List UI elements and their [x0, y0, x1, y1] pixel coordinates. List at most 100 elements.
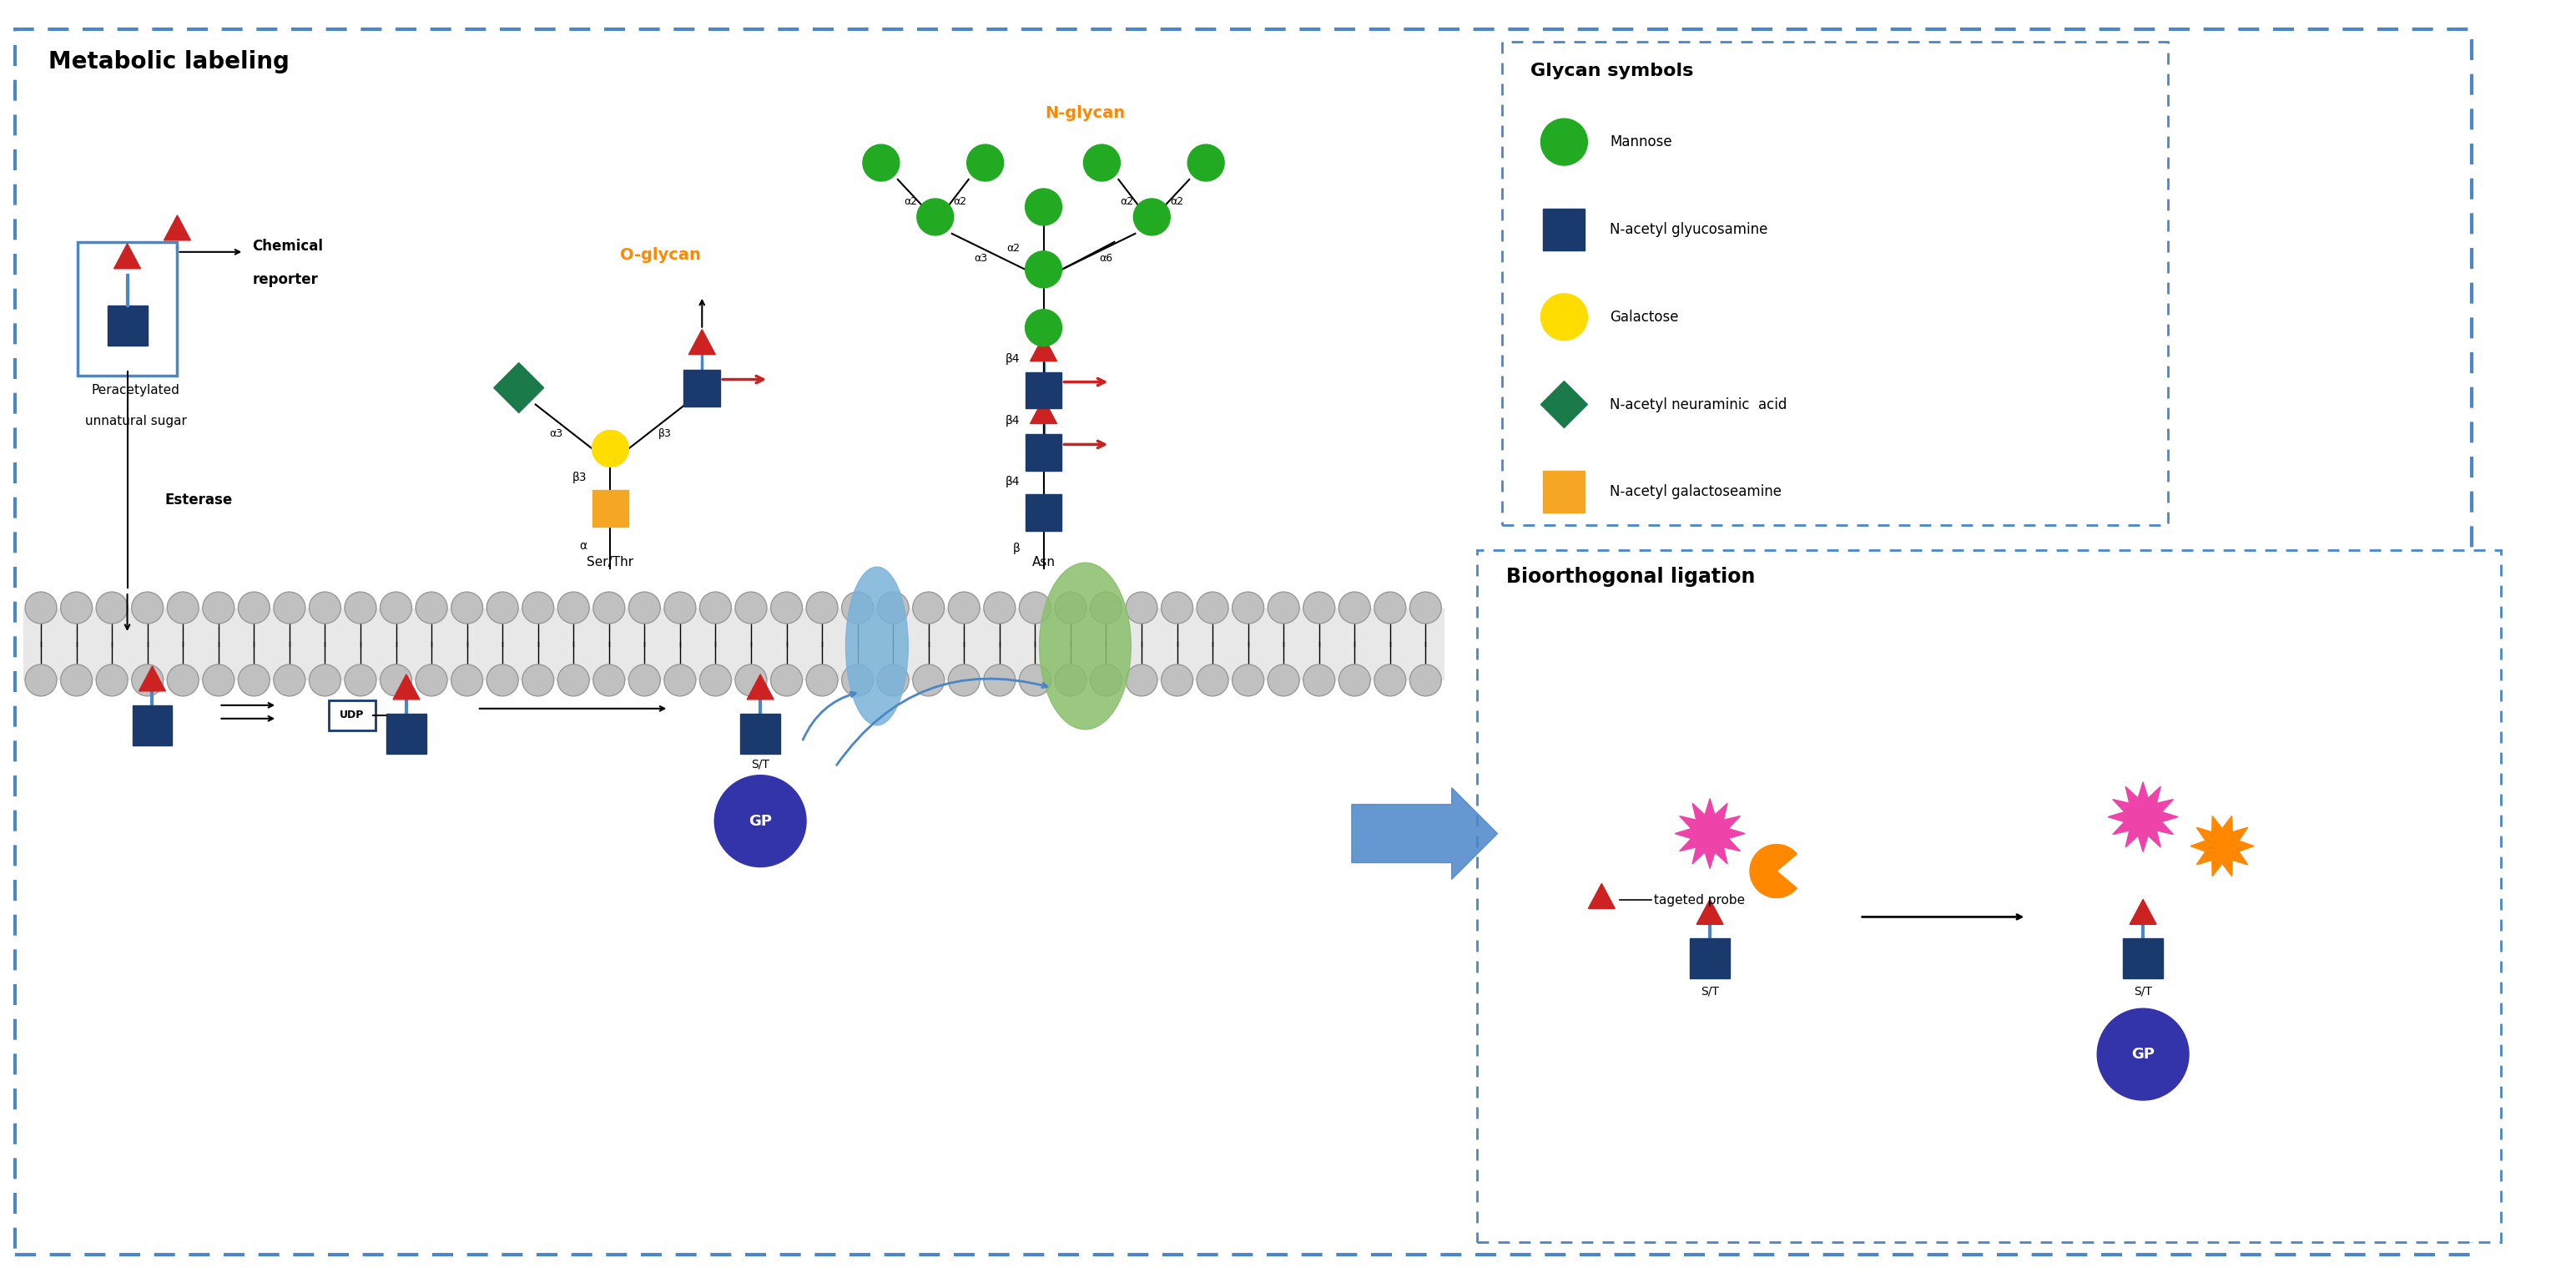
FancyBboxPatch shape — [330, 700, 376, 730]
Text: β: β — [1012, 543, 1020, 554]
Polygon shape — [747, 675, 773, 700]
Text: Esterase: Esterase — [165, 493, 232, 507]
Text: Galactose: Galactose — [1610, 309, 1680, 325]
Bar — [1690, 938, 1731, 979]
Circle shape — [842, 664, 873, 696]
Circle shape — [701, 664, 732, 696]
Circle shape — [806, 664, 837, 696]
Bar — [1025, 495, 1061, 531]
Circle shape — [629, 664, 659, 696]
Circle shape — [309, 592, 340, 624]
Circle shape — [273, 664, 307, 696]
Circle shape — [1303, 592, 1334, 624]
Polygon shape — [2190, 815, 2254, 876]
Circle shape — [1198, 664, 1229, 696]
Text: Bioorthogonal ligation: Bioorthogonal ligation — [1507, 567, 1754, 587]
Circle shape — [1126, 592, 1157, 624]
FancyBboxPatch shape — [1476, 550, 2501, 1241]
Polygon shape — [2130, 899, 2156, 924]
Circle shape — [878, 664, 909, 696]
Bar — [386, 714, 425, 753]
Circle shape — [381, 664, 412, 696]
Circle shape — [1303, 664, 1334, 696]
Polygon shape — [165, 216, 191, 241]
Circle shape — [878, 592, 909, 624]
Circle shape — [167, 592, 198, 624]
Circle shape — [95, 664, 129, 696]
Circle shape — [1084, 145, 1121, 181]
Circle shape — [734, 592, 768, 624]
Text: β4: β4 — [1005, 476, 1020, 488]
Bar — [23, 609, 1443, 680]
Polygon shape — [394, 675, 420, 700]
Circle shape — [842, 592, 873, 624]
Circle shape — [451, 592, 482, 624]
Circle shape — [415, 592, 448, 624]
Circle shape — [770, 592, 801, 624]
Circle shape — [1409, 664, 1443, 696]
Circle shape — [770, 664, 801, 696]
Text: UDP: UDP — [340, 710, 363, 720]
Circle shape — [1020, 664, 1051, 696]
Circle shape — [487, 592, 518, 624]
Polygon shape — [1589, 884, 1615, 909]
Bar — [108, 306, 147, 345]
Text: Mannose: Mannose — [1610, 134, 1672, 150]
Circle shape — [863, 145, 899, 181]
Circle shape — [1054, 592, 1087, 624]
Circle shape — [415, 664, 448, 696]
Text: β4: β4 — [1005, 353, 1020, 364]
Circle shape — [237, 592, 270, 624]
Text: α2: α2 — [953, 197, 966, 208]
Text: α3: α3 — [974, 254, 987, 264]
Circle shape — [966, 145, 1005, 181]
Polygon shape — [495, 363, 544, 413]
Circle shape — [714, 775, 806, 867]
Bar — [1025, 435, 1061, 472]
Circle shape — [487, 664, 518, 696]
Circle shape — [62, 592, 93, 624]
Text: O-glycan: O-glycan — [621, 247, 701, 262]
FancyArrow shape — [1352, 787, 1497, 880]
Circle shape — [1373, 592, 1406, 624]
Circle shape — [131, 592, 162, 624]
Text: reporter: reporter — [252, 271, 317, 287]
Circle shape — [1162, 592, 1193, 624]
Circle shape — [1540, 119, 1587, 165]
FancyBboxPatch shape — [1502, 42, 2169, 525]
Circle shape — [665, 592, 696, 624]
Polygon shape — [113, 243, 142, 269]
Bar — [131, 705, 173, 746]
Circle shape — [629, 592, 659, 624]
Circle shape — [1162, 664, 1193, 696]
Circle shape — [1267, 592, 1298, 624]
Circle shape — [131, 664, 162, 696]
Text: Glycan symbols: Glycan symbols — [1530, 63, 1695, 80]
Circle shape — [984, 592, 1015, 624]
Polygon shape — [1030, 398, 1056, 424]
Circle shape — [309, 664, 340, 696]
Circle shape — [556, 664, 590, 696]
Circle shape — [1020, 592, 1051, 624]
Wedge shape — [1749, 844, 1798, 898]
FancyBboxPatch shape — [15, 29, 2473, 1254]
Polygon shape — [1674, 799, 1744, 869]
Polygon shape — [139, 666, 165, 691]
Circle shape — [556, 592, 590, 624]
Circle shape — [523, 592, 554, 624]
Polygon shape — [2107, 782, 2177, 852]
Text: α2: α2 — [1007, 243, 1020, 254]
Text: Ser/Thr: Ser/Thr — [587, 557, 634, 568]
Circle shape — [1198, 592, 1229, 624]
Text: S/T: S/T — [1700, 985, 1718, 997]
Circle shape — [806, 592, 837, 624]
Text: tageted probe: tageted probe — [1654, 894, 1744, 907]
Circle shape — [592, 592, 626, 624]
Circle shape — [1090, 664, 1123, 696]
Circle shape — [1025, 189, 1061, 226]
Text: Asn: Asn — [1033, 557, 1056, 568]
Circle shape — [62, 664, 93, 696]
Circle shape — [1025, 251, 1061, 288]
Circle shape — [237, 664, 270, 696]
Bar — [592, 491, 629, 527]
